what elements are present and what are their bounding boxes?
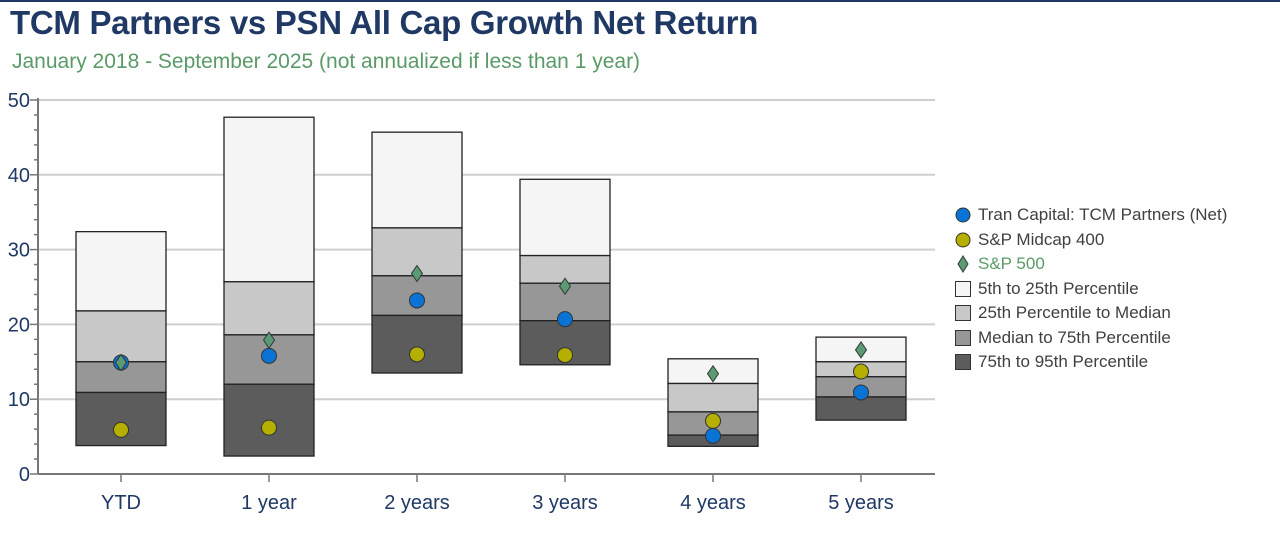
x-tick-label: 3 years [532,492,598,514]
midcap-point [409,346,425,363]
legend-item: S&P Midcap 400 [955,228,1227,253]
legend-label: 75th to 95th Percentile [978,352,1149,372]
percentile-bar-segment [667,382,759,413]
y-tick-label: 20 [8,314,30,336]
band-swatch-icon [955,329,971,346]
legend-label: S&P 500 [978,254,1045,274]
legend-label: Tran Capital: TCM Partners (Net) [978,205,1228,225]
percentile-bar-segment [75,310,167,363]
legend-item: 25th Percentile to Median [955,301,1227,326]
legend-item: Tran Capital: TCM Partners (Net) [955,203,1227,228]
top-border [0,0,1280,2]
midcap-point [705,412,721,429]
y-tick-label: 50 [8,90,30,112]
percentile-bar-segment [223,116,315,283]
sp500-point [114,353,128,372]
chart-subtitle: January 2018 - September 2025 (not annua… [12,50,641,73]
sp500-point [262,331,276,349]
sp500-point [558,277,572,296]
midcap-point [853,363,869,380]
legend-item: Median to 75th Percentile [955,326,1227,351]
legend-item: S&P 500 [955,252,1227,277]
sp500-point [854,340,868,359]
legend-label: 5th to 25th Percentile [978,278,1139,298]
sp500-point [410,264,424,283]
band-swatch-icon [955,280,971,297]
x-tick-label: 4 years [680,492,746,514]
y-tick-label: 10 [8,389,30,411]
band-swatch-icon [955,354,971,371]
band-swatch-icon [955,305,971,322]
percentile-bar-segment [75,230,167,312]
tcm-point [557,311,573,328]
x-tick-label: 1 year [241,492,297,514]
x-tick-label: 5 years [828,492,894,514]
circle-marker-icon [955,232,971,248]
percentile-bar-segment [519,178,611,257]
legend-label: Median to 75th Percentile [978,327,1171,347]
legend-item: 75th to 95th Percentile [955,350,1227,375]
tcm-point [705,427,721,444]
y-tick-label: 40 [8,165,30,187]
legend-label: 25th Percentile to Median [978,303,1171,323]
percentile-bar-segment [371,314,463,374]
tcm-point [853,384,869,401]
percentile-bar-segment [223,281,315,336]
chart-title: TCM Partners vs PSN All Cap Growth Net R… [10,4,759,41]
x-tick-label: YTD [101,492,141,514]
sp500-point [706,364,720,383]
percentile-bar-segment [371,131,463,229]
tcm-point [409,292,425,309]
legend: Tran Capital: TCM Partners (Net) S&P Midc… [955,203,1227,375]
legend-label: S&P Midcap 400 [978,229,1105,249]
y-tick-label: 30 [8,240,30,262]
tcm-point [261,347,277,364]
midcap-point [113,421,129,438]
midcap-point [261,419,277,436]
midcap-point [557,347,573,364]
y-tick-label: 0 [19,464,30,486]
circle-marker-icon [955,207,971,223]
legend-item: 5th to 25th Percentile [955,277,1227,302]
diamond-marker-icon [957,255,969,274]
x-tick-label: 2 years [384,492,450,514]
